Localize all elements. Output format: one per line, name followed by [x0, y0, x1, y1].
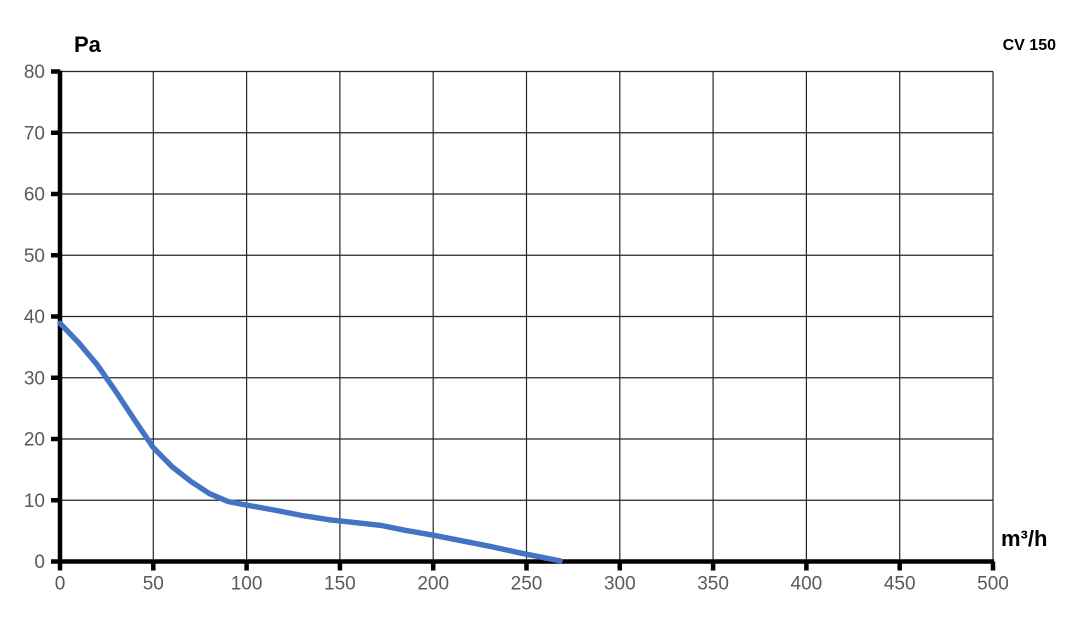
- x-tick-label: 150: [324, 574, 356, 595]
- y-tick-label: 40: [24, 307, 45, 328]
- x-tick-label: 400: [791, 574, 823, 595]
- x-tick-label: 200: [417, 574, 449, 595]
- y-tick-label: 50: [24, 246, 45, 267]
- x-tick-label: 500: [977, 574, 1009, 595]
- x-tick-label: 300: [604, 574, 636, 595]
- x-tick-label: 0: [55, 574, 66, 595]
- x-tick-label: 50: [143, 574, 164, 595]
- axis-ticks: [51, 69, 996, 571]
- y-tick-label: 0: [34, 552, 45, 573]
- x-axis-unit-label: m³/h: [1001, 526, 1048, 551]
- y-axis-unit-label: Pa: [74, 32, 101, 57]
- x-tick-label: 450: [884, 574, 916, 595]
- x-tick-label: 350: [697, 574, 729, 595]
- y-tick-label: 60: [24, 185, 45, 206]
- y-tick-label: 20: [24, 430, 45, 451]
- y-tick-label: 80: [24, 62, 45, 83]
- y-tick-label: 30: [24, 368, 45, 389]
- gridlines: [60, 70, 994, 562]
- x-tick-labels: 0 50 100 150 200 250 300 350 400 450 500: [55, 574, 1009, 595]
- performance-curve: [57, 320, 563, 564]
- chart-title: CV 150: [1002, 37, 1056, 54]
- x-tick-label: 250: [511, 574, 543, 595]
- y-tick-label: 70: [24, 123, 45, 144]
- y-tick-labels: 0 10 20 30 40 50 60 70 80: [24, 62, 45, 573]
- axes: [51, 69, 996, 571]
- y-tick-label: 10: [24, 491, 45, 512]
- x-tick-label: 100: [231, 574, 263, 595]
